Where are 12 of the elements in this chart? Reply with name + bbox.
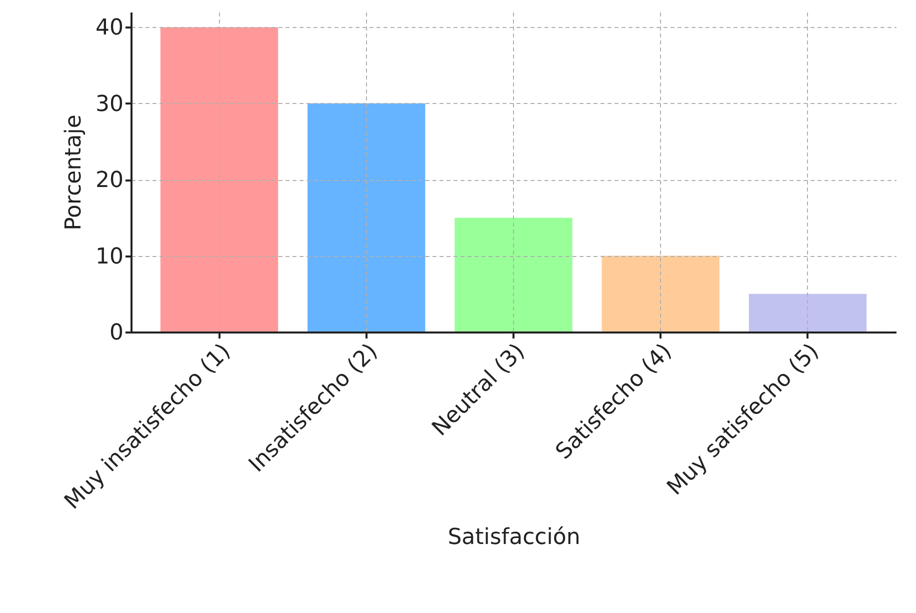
- bar: [602, 256, 720, 332]
- bar: [454, 218, 572, 332]
- y-tick-label: 30: [96, 92, 124, 117]
- x-axis-title: Satisfacción: [448, 525, 580, 550]
- bar: [748, 294, 867, 332]
- bar: [308, 103, 426, 332]
- y-tick-label: 0: [110, 320, 124, 346]
- y-tick-label: 20: [96, 168, 124, 194]
- y-tick-label: 10: [96, 244, 124, 270]
- y-axis-title: Porcentaje: [62, 114, 87, 230]
- y-tick-label: 40: [96, 16, 124, 41]
- bar: [160, 27, 278, 332]
